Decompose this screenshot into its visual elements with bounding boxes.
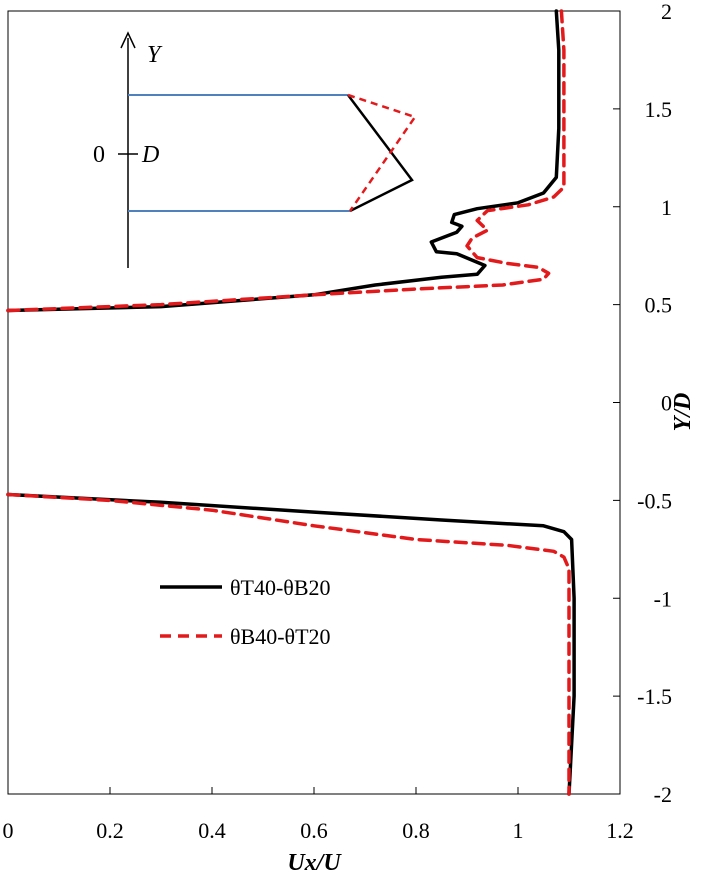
legend: θT40-θB20 θB40-θT20 xyxy=(160,575,331,649)
inset-zero-label: 0 xyxy=(93,142,105,168)
series-line-0-1 xyxy=(6,492,576,796)
y-tick-labels: -2 -1.5 -1 -0.5 0 0.5 1 1.5 2 xyxy=(637,0,672,807)
inset-red-profile xyxy=(347,93,417,212)
x-tick-label: 1.2 xyxy=(606,818,634,843)
y-tick-label: 1.5 xyxy=(645,97,673,122)
inset-y-label: Y xyxy=(147,42,163,68)
inset-arrow-head-icon xyxy=(120,31,136,49)
x-tick-labels: 0 0.2 0.4 0.6 0.8 1 1.2 xyxy=(3,818,634,843)
legend-label-1: θB40-θT20 xyxy=(230,624,331,649)
x-tick-label: 0.6 xyxy=(300,818,328,843)
y-axis-title: Y/D xyxy=(670,393,696,432)
series-line-1-0 xyxy=(6,9,566,313)
x-tick-label: 0.8 xyxy=(402,818,430,843)
x-tick-label: 0 xyxy=(3,818,14,843)
legend-label-0: θT40-θB20 xyxy=(230,575,331,600)
y-tick-label: -1.5 xyxy=(637,684,672,709)
y-tick-label: 1 xyxy=(661,195,672,220)
y-tick-label: -0.5 xyxy=(637,488,672,513)
inset-black-profile xyxy=(347,94,414,213)
y-tick-label: 0.5 xyxy=(645,293,673,318)
axis-ticks xyxy=(7,10,621,795)
plot-frame xyxy=(7,10,621,795)
series-layer xyxy=(6,9,576,796)
x-tick-label: 1 xyxy=(513,818,524,843)
inset-schematic: Y 0 D xyxy=(93,31,417,268)
y-tick-label: -1 xyxy=(654,586,672,611)
y-tick-label: -2 xyxy=(654,782,672,807)
series-line-0-0 xyxy=(6,9,561,313)
y-tick-label: 2 xyxy=(661,0,672,24)
x-axis-title: Ux/U xyxy=(287,850,342,876)
y-tick-label: 0 xyxy=(661,391,672,416)
series-line-1-1 xyxy=(6,492,571,796)
x-tick-label: 0.4 xyxy=(198,818,226,843)
inset-d-label: D xyxy=(141,142,159,168)
x-tick-label: 0.2 xyxy=(96,818,124,843)
